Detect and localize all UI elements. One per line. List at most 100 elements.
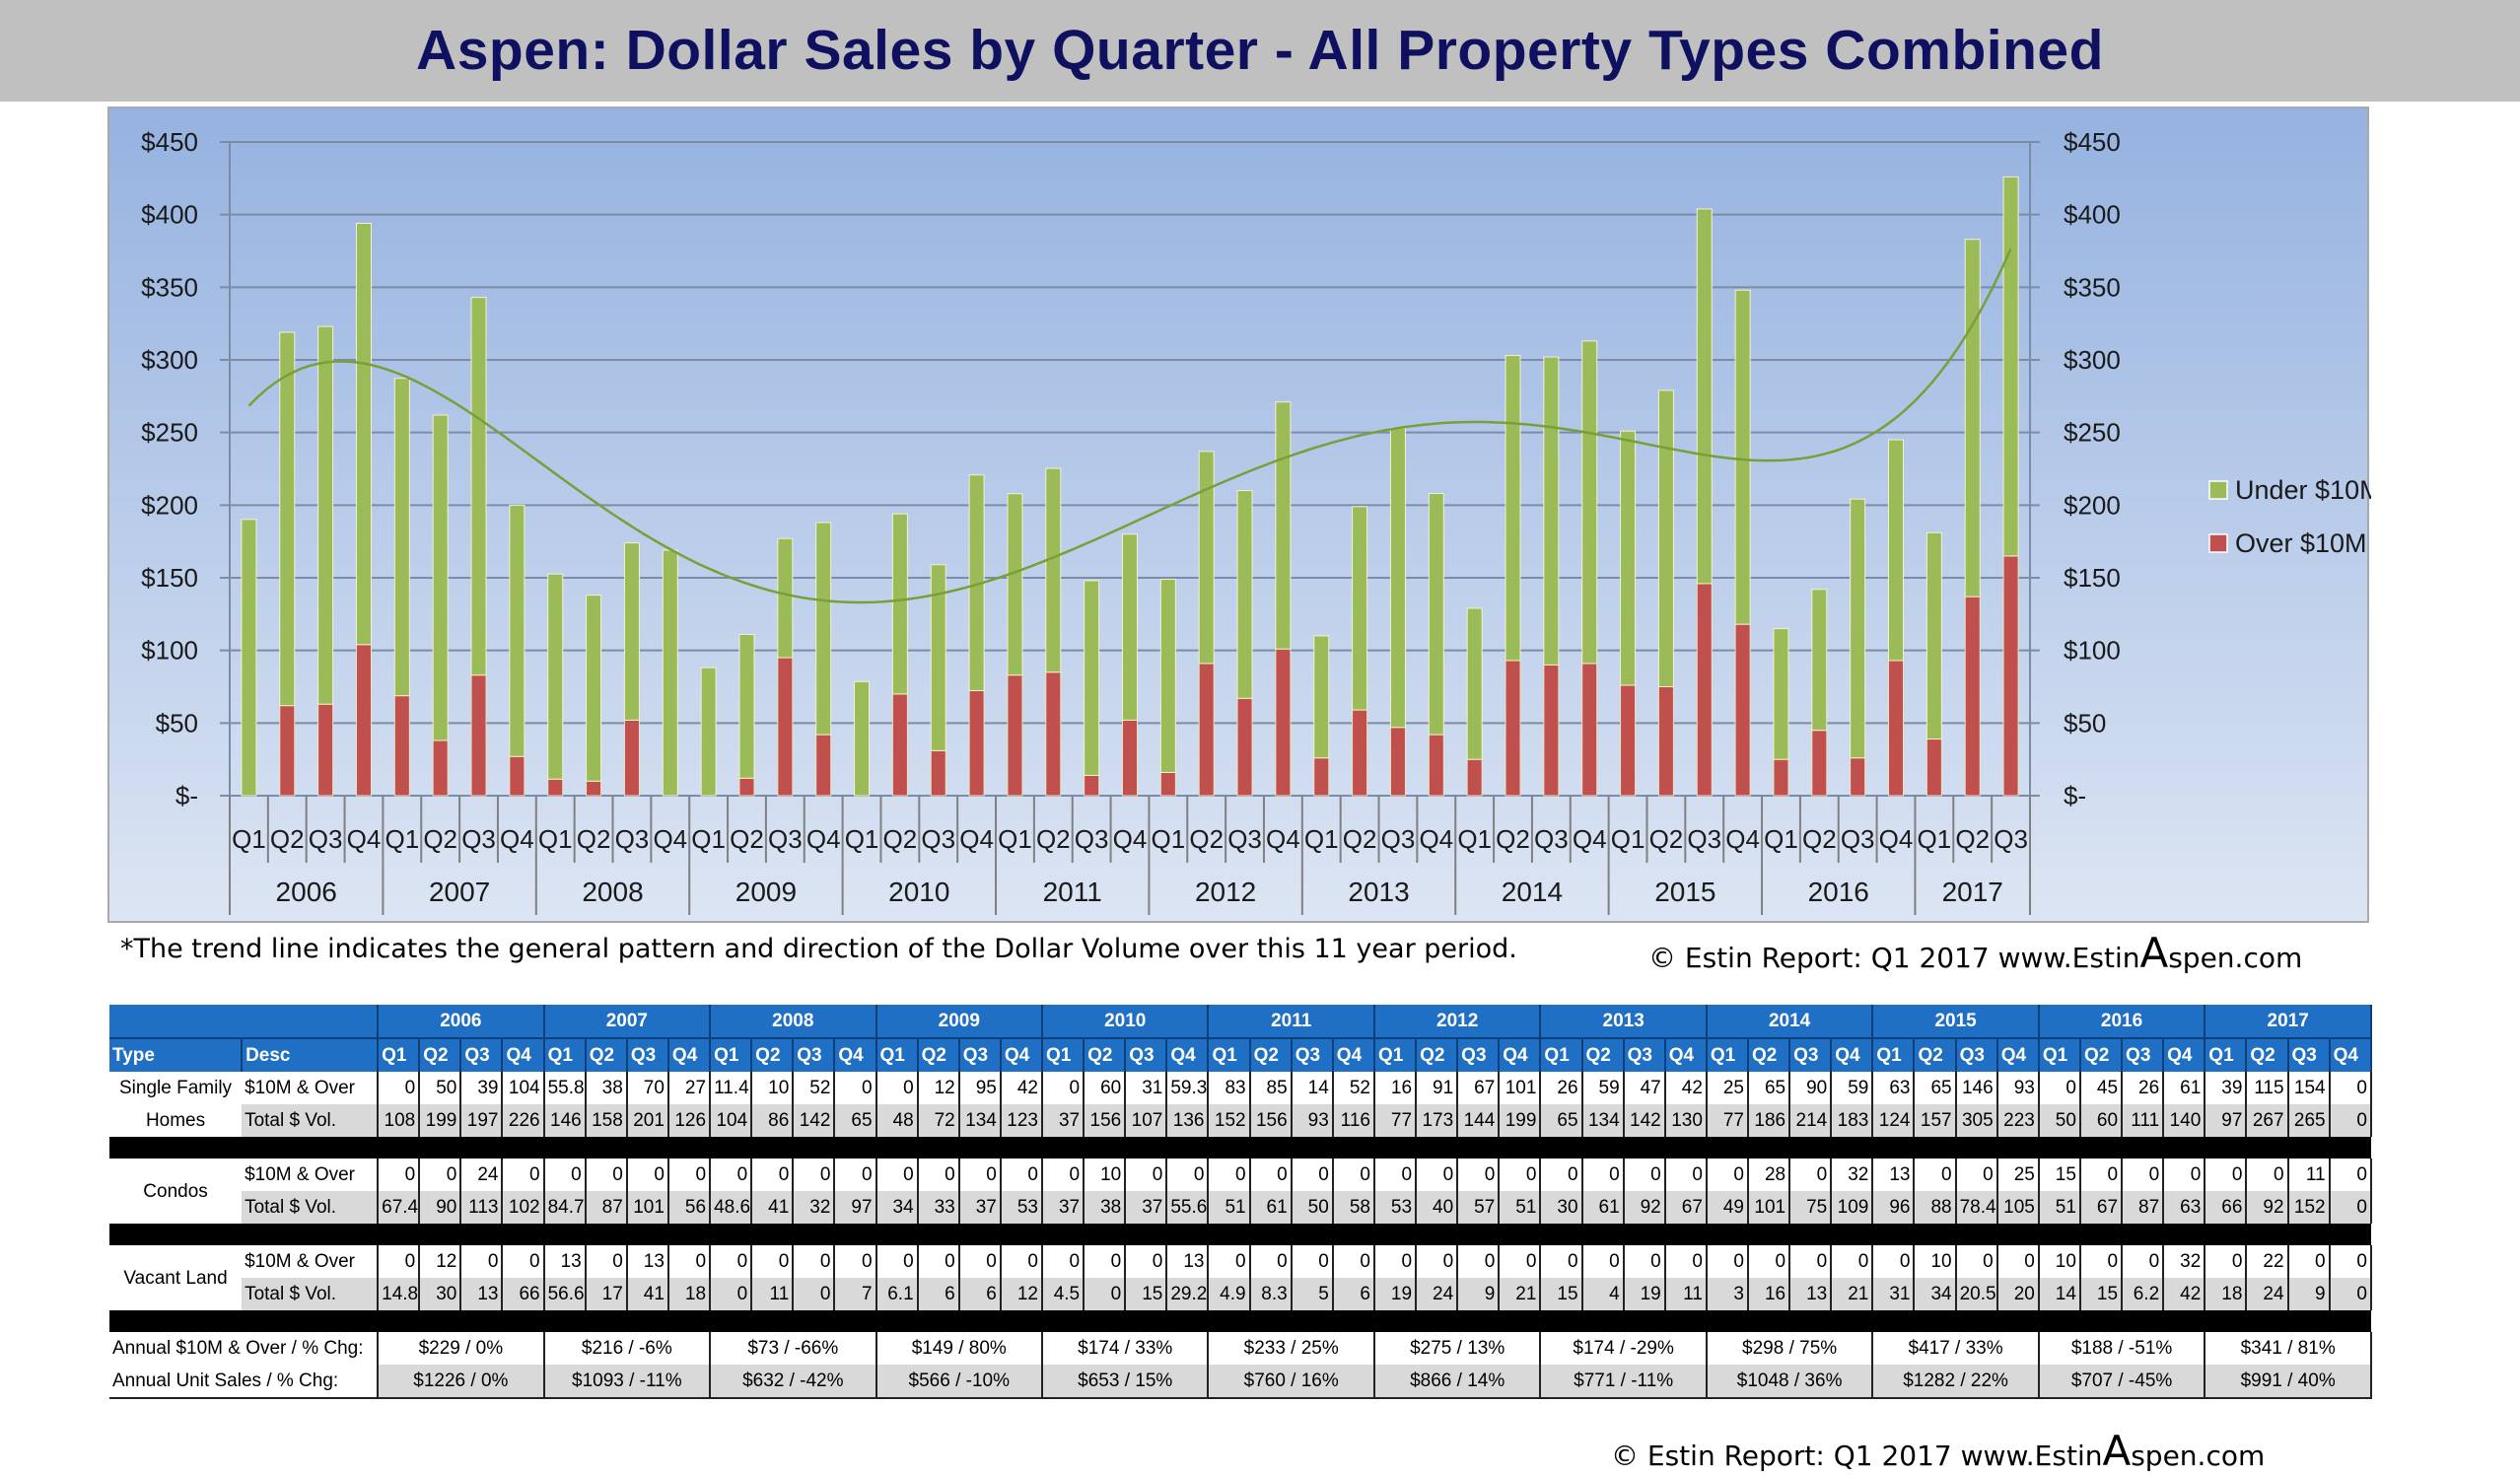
quarter-label: Q3 [615, 824, 650, 854]
year-label: 2013 [1348, 877, 1409, 907]
table-cell: 156 [1084, 1104, 1127, 1137]
table-cell: 0 [2287, 1245, 2331, 1278]
table-cell: 0 [710, 1245, 753, 1278]
bar-under-10m [586, 595, 602, 782]
bar-under-10m [623, 542, 640, 721]
copyright-prefix: © Estin Report: Q1 2017 www.Estin [1648, 942, 2140, 974]
y-tick-label-left: $400 [141, 200, 198, 230]
separator-row [109, 1224, 2371, 1245]
table-cell: 4.5 [1042, 1278, 1085, 1310]
quarter-header: Q1 [2038, 1038, 2081, 1072]
bar-over-10m [968, 689, 985, 797]
table-cell: 13 [626, 1245, 669, 1278]
annual-value: $188 / -51% [2038, 1332, 2206, 1365]
bar-over-10m [470, 674, 487, 797]
bar-over-10m [2002, 555, 2019, 797]
bar-under-10m [1045, 467, 1062, 673]
quarter-label: Q4 [1419, 824, 1453, 854]
table-cell: 48 [875, 1104, 919, 1137]
table-cell: 55.8 [543, 1072, 587, 1104]
quarter-label: Q4 [959, 824, 994, 854]
table-cell: 51 [1208, 1191, 1251, 1224]
table-cell: 0 [378, 1159, 421, 1191]
bar-over-10m [355, 644, 372, 797]
table-cell: 0 [2246, 1159, 2289, 1191]
chart-panel: $- $- $50 $50 $100 $100 $150 $150 $200 $200 $250 $2… [107, 106, 2371, 923]
table-cell: 52 [1332, 1072, 1375, 1104]
quarter-label: Q2 [1802, 824, 1837, 854]
table-cell: 63 [1872, 1072, 1916, 1104]
table-cell: 97 [834, 1191, 877, 1224]
bar-over-10m [1888, 660, 1905, 797]
annual-row: Annual Unit Sales / % Chg: $1226 / 0% $109… [109, 1365, 2372, 1399]
table-cell: 65 [1748, 1072, 1791, 1104]
table-cell: 13 [1166, 1245, 1210, 1278]
bar-over-10m [1657, 686, 1674, 797]
y-tick-label-left: $50 [156, 708, 198, 738]
quarter-header: Q2 [1416, 1038, 1459, 1072]
y-tick-label-right: $50 [2064, 708, 2106, 738]
table-cell: 14 [2038, 1278, 2081, 1310]
table-cell: 25 [1706, 1072, 1750, 1104]
property-type: Vacant Land [123, 1267, 228, 1289]
table-cell: 0 [543, 1159, 587, 1191]
bar-over-10m [1734, 623, 1751, 797]
table-cell: 48.6 [710, 1191, 753, 1224]
bar-under-10m [891, 513, 908, 695]
table-cell: 0 [667, 1245, 712, 1278]
annual-row: Annual $10M & Over / % Chg: $229 / 0% $216… [109, 1332, 2372, 1365]
bar-under-10m [1084, 580, 1100, 776]
bar-over-10m [1620, 684, 1637, 797]
quarter-header: Q3 [1623, 1038, 1666, 1072]
table-cell: 201 [626, 1104, 669, 1137]
quarter-label: Q1 [385, 824, 419, 854]
bar-under-10m [1198, 451, 1215, 665]
table-cell: 20.5 [1955, 1278, 1998, 1310]
table-cell: 146 [543, 1104, 587, 1137]
table-cell: 124 [1872, 1104, 1916, 1137]
year-label: 2017 [1942, 877, 2003, 907]
quarter-header: Q1 [1706, 1038, 1750, 1072]
bar-over-10m [1773, 758, 1789, 797]
annual-value: $216 / -6% [543, 1332, 712, 1365]
bar-under-10m [777, 537, 794, 659]
quarter-label: Q1 [845, 824, 879, 854]
table-cell: 92 [1623, 1191, 1666, 1224]
copyright-suffix: spen.com [2168, 942, 2303, 974]
table-cell: 142 [793, 1104, 836, 1137]
table-cell: 101 [626, 1191, 669, 1224]
table-cell: 37 [958, 1191, 1002, 1224]
quarter-header: Q3 [1457, 1038, 1501, 1072]
table-cell: 199 [419, 1104, 462, 1137]
table-cell: 101 [1748, 1191, 1791, 1224]
quarter-label: Q3 [461, 824, 496, 854]
table-cell: 18 [2205, 1278, 2248, 1310]
table-row: Total $ Vol. 108 199 197 226 146 158 201 126 104 8… [109, 1104, 2373, 1137]
quarter-label: Q2 [1649, 824, 1684, 854]
year-header: 2014 [1706, 1005, 1874, 1039]
table-row: Condos $10M & Over 0 0 24 0 0 0 0 0 0 0 0 0 0 0 0 0 0 10 0 0 0… [109, 1159, 2373, 1202]
table-cell: 136 [1166, 1104, 1210, 1137]
annual-label: Annual Unit Sales / % Chg: [109, 1365, 380, 1399]
table-cell: 17 [585, 1278, 628, 1310]
table-cell: 102 [502, 1191, 545, 1224]
bar-over-10m [930, 749, 946, 797]
year-header: 2008 [710, 1005, 877, 1039]
table-cell: 0 [1000, 1159, 1044, 1191]
bar-over-10m [1696, 583, 1713, 797]
table-cell: 0 [1996, 1245, 2040, 1278]
table-cell: 11 [1664, 1278, 1708, 1310]
table-cell: 60 [2079, 1104, 2124, 1137]
bar-under-10m [700, 667, 717, 797]
table-cell: 67 [1664, 1191, 1708, 1224]
annual-value: $1226 / 0% [378, 1365, 545, 1399]
row-desc: Total $ Vol. [242, 1191, 380, 1224]
year-header: 2015 [1872, 1005, 2040, 1039]
bar-over-10m [623, 719, 640, 797]
bar-over-10m [1581, 663, 1598, 797]
year-header: 2013 [1540, 1005, 1708, 1039]
table-cell: 96 [1872, 1191, 1916, 1224]
table-cell: 67 [2079, 1191, 2124, 1224]
quarter-header: Q2 [751, 1038, 795, 1072]
title-bar: Aspen: Dollar Sales by Quarter - All Pro… [0, 0, 2520, 102]
